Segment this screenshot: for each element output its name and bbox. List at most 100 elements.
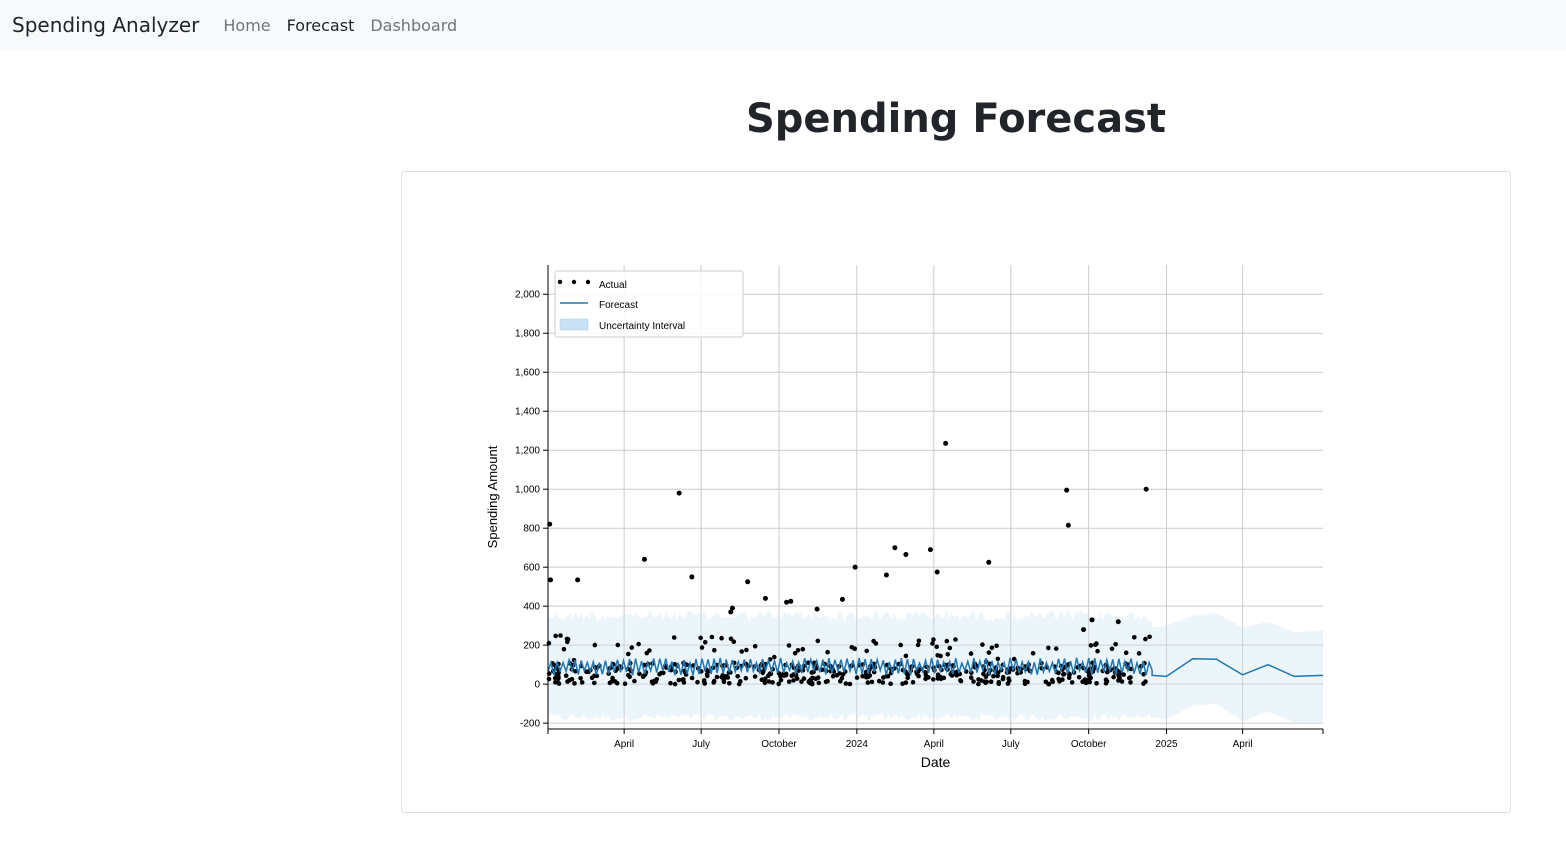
actual-point — [689, 675, 695, 681]
actual-point — [760, 669, 766, 675]
actual-point — [816, 680, 822, 686]
actual-point — [647, 648, 652, 653]
actual-point — [1147, 634, 1152, 640]
y-tick-label: 400 — [523, 602, 540, 613]
actual-point — [954, 673, 959, 678]
actual-point — [563, 673, 569, 678]
navbar-brand[interactable]: Spending Analyzer — [12, 13, 200, 37]
actual-point-outlier — [934, 569, 940, 575]
actual-point — [698, 635, 703, 641]
actual-point — [657, 672, 662, 677]
actual-point — [592, 642, 598, 648]
actual-point-outlier — [943, 440, 949, 446]
actual-point-outlier — [729, 605, 735, 611]
actual-point — [876, 678, 882, 684]
actual-point — [991, 673, 996, 679]
actual-point — [989, 645, 995, 651]
actual-point — [1000, 676, 1006, 682]
actual-point — [1128, 666, 1134, 672]
actual-point — [981, 671, 986, 677]
actual-point — [1095, 648, 1100, 654]
actual-point — [781, 671, 786, 677]
actual-point — [553, 633, 558, 639]
actual-point — [825, 649, 830, 655]
actual-point — [1105, 669, 1110, 675]
legend-interval-marker — [559, 318, 589, 331]
actual-point — [1085, 669, 1091, 674]
x-tick-label: October — [761, 739, 797, 750]
actual-point — [1094, 681, 1099, 686]
actual-point-outlier — [927, 547, 933, 553]
actual-point — [865, 680, 871, 685]
x-tick-label: July — [692, 739, 710, 750]
actual-point — [910, 680, 916, 685]
actual-point-outlier — [883, 572, 889, 578]
nav-link-forecast[interactable]: Forecast — [286, 15, 355, 35]
actual-point — [995, 670, 1001, 675]
y-tick-label: 0 — [534, 680, 540, 691]
actual-point — [1076, 675, 1082, 680]
actual-point — [592, 680, 597, 686]
y-tick-label: 600 — [523, 563, 540, 574]
actual-point — [722, 675, 728, 681]
actual-point — [701, 678, 707, 683]
y-tick-label: -200 — [520, 719, 540, 730]
actual-point — [1121, 672, 1126, 677]
x-tick-label: 2024 — [846, 739, 869, 750]
actual-point — [949, 673, 955, 678]
actual-point — [1111, 674, 1116, 680]
actual-point — [869, 679, 875, 685]
actual-point — [1141, 672, 1146, 677]
actual-point — [849, 645, 855, 650]
actual-point — [988, 679, 994, 684]
actual-point — [1080, 679, 1085, 685]
actual-point — [926, 675, 931, 680]
actual-point — [1132, 635, 1137, 640]
actual-point-outlier — [1065, 522, 1071, 528]
actual-point-outlier — [575, 577, 581, 583]
actual-point — [1109, 646, 1115, 652]
actual-point — [979, 678, 984, 683]
actual-point-outlier — [986, 559, 992, 565]
actual-point — [671, 635, 677, 640]
y-tick-label: 1,200 — [515, 446, 540, 457]
nav-link-dashboard[interactable]: Dashboard — [370, 15, 458, 35]
actual-point-outlier — [1089, 617, 1095, 623]
actual-point — [632, 678, 637, 684]
actual-point — [709, 634, 715, 640]
actual-point — [944, 638, 950, 644]
actual-point-outlier — [1081, 627, 1087, 633]
actual-point — [958, 678, 964, 684]
actual-point — [1053, 646, 1059, 651]
legend: Actual Forecast Uncertainty Interval — [554, 270, 744, 338]
actual-point — [727, 681, 732, 686]
actual-point — [934, 644, 939, 650]
actual-point-outlier — [548, 577, 554, 583]
legend-label-actual: Actual — [599, 280, 627, 291]
actual-point — [888, 681, 893, 686]
actual-point — [735, 674, 740, 679]
actual-point — [1046, 645, 1051, 651]
x-tick-label: April — [614, 739, 634, 750]
actual-point — [903, 653, 909, 659]
actual-point — [823, 679, 829, 685]
actual-point — [672, 662, 678, 667]
actual-point — [654, 677, 660, 682]
actual-point — [1030, 651, 1036, 656]
actual-point — [799, 679, 804, 684]
actual-point — [615, 666, 620, 671]
actual-point — [699, 645, 705, 650]
actual-point — [843, 681, 849, 686]
actual-point — [743, 675, 749, 681]
actual-point — [1119, 679, 1125, 684]
actual-point-outlier — [784, 599, 790, 605]
actual-point — [938, 674, 943, 680]
actual-point-outlier — [814, 606, 820, 612]
actual-point — [702, 639, 708, 645]
actual-point — [871, 669, 877, 675]
nav-link-home[interactable]: Home — [223, 15, 271, 35]
legend-actual-marker — [585, 279, 591, 285]
actual-point-outlier — [1064, 487, 1070, 493]
actual-point — [759, 677, 765, 682]
actual-point — [1128, 675, 1133, 680]
